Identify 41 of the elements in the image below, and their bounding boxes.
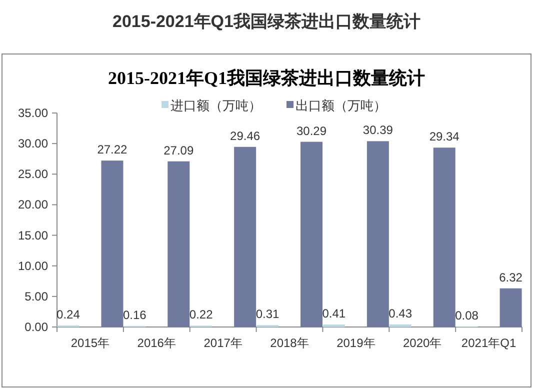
legend-label: 出口额（万吨） xyxy=(296,98,386,113)
y-tick-label: 20.00 xyxy=(18,198,48,212)
bar xyxy=(366,141,389,327)
bar xyxy=(433,148,456,327)
data-label: 29.46 xyxy=(230,128,260,143)
x-tick-label: 2016年 xyxy=(137,336,176,350)
y-tick-label: 30.00 xyxy=(18,136,48,151)
data-label: 30.29 xyxy=(296,124,327,138)
bar xyxy=(300,142,322,327)
data-label: 0.41 xyxy=(322,306,346,320)
legend-label: 进口额（万吨） xyxy=(170,98,262,113)
data-label: 6.32 xyxy=(499,270,523,284)
x-tick-label: 2018年 xyxy=(270,336,309,350)
data-label: 0.43 xyxy=(388,306,412,320)
data-label: 0.08 xyxy=(455,308,479,323)
y-tick-label: 15.00 xyxy=(18,228,48,242)
chart-title: 2015-2021年Q1我国绿茶进出口数量统计 xyxy=(112,12,420,31)
x-tick-label: 2017年 xyxy=(204,336,242,350)
data-label: 30.39 xyxy=(362,123,394,138)
data-label: 0.16 xyxy=(122,308,147,322)
x-tick-label: 2021年Q1 xyxy=(461,336,516,350)
bar xyxy=(234,146,256,327)
x-tick-label: 2015年 xyxy=(70,336,110,350)
bar xyxy=(389,324,412,327)
data-label: 27.22 xyxy=(97,142,128,157)
bar xyxy=(322,324,345,327)
data-label: 27.09 xyxy=(164,143,194,158)
x-tick-label: 2020年 xyxy=(403,336,442,350)
bar xyxy=(101,160,124,327)
chart-subtitle: 2015-2021年Q1我国绿茶进出口数量统计 xyxy=(108,68,425,88)
y-tick-label: 35.00 xyxy=(18,106,48,120)
bar xyxy=(500,288,522,327)
x-tick-label: 2019年 xyxy=(336,336,376,350)
data-label: 0.31 xyxy=(256,307,280,322)
data-label: 29.34 xyxy=(429,130,460,144)
y-tick-label: 5.00 xyxy=(24,289,48,304)
y-tick-label: 25.00 xyxy=(18,167,48,182)
y-tick-label: 10.00 xyxy=(18,258,48,273)
bar xyxy=(168,161,190,327)
y-tick-label: 0.00 xyxy=(24,320,48,334)
data-label: 0.22 xyxy=(189,308,214,322)
